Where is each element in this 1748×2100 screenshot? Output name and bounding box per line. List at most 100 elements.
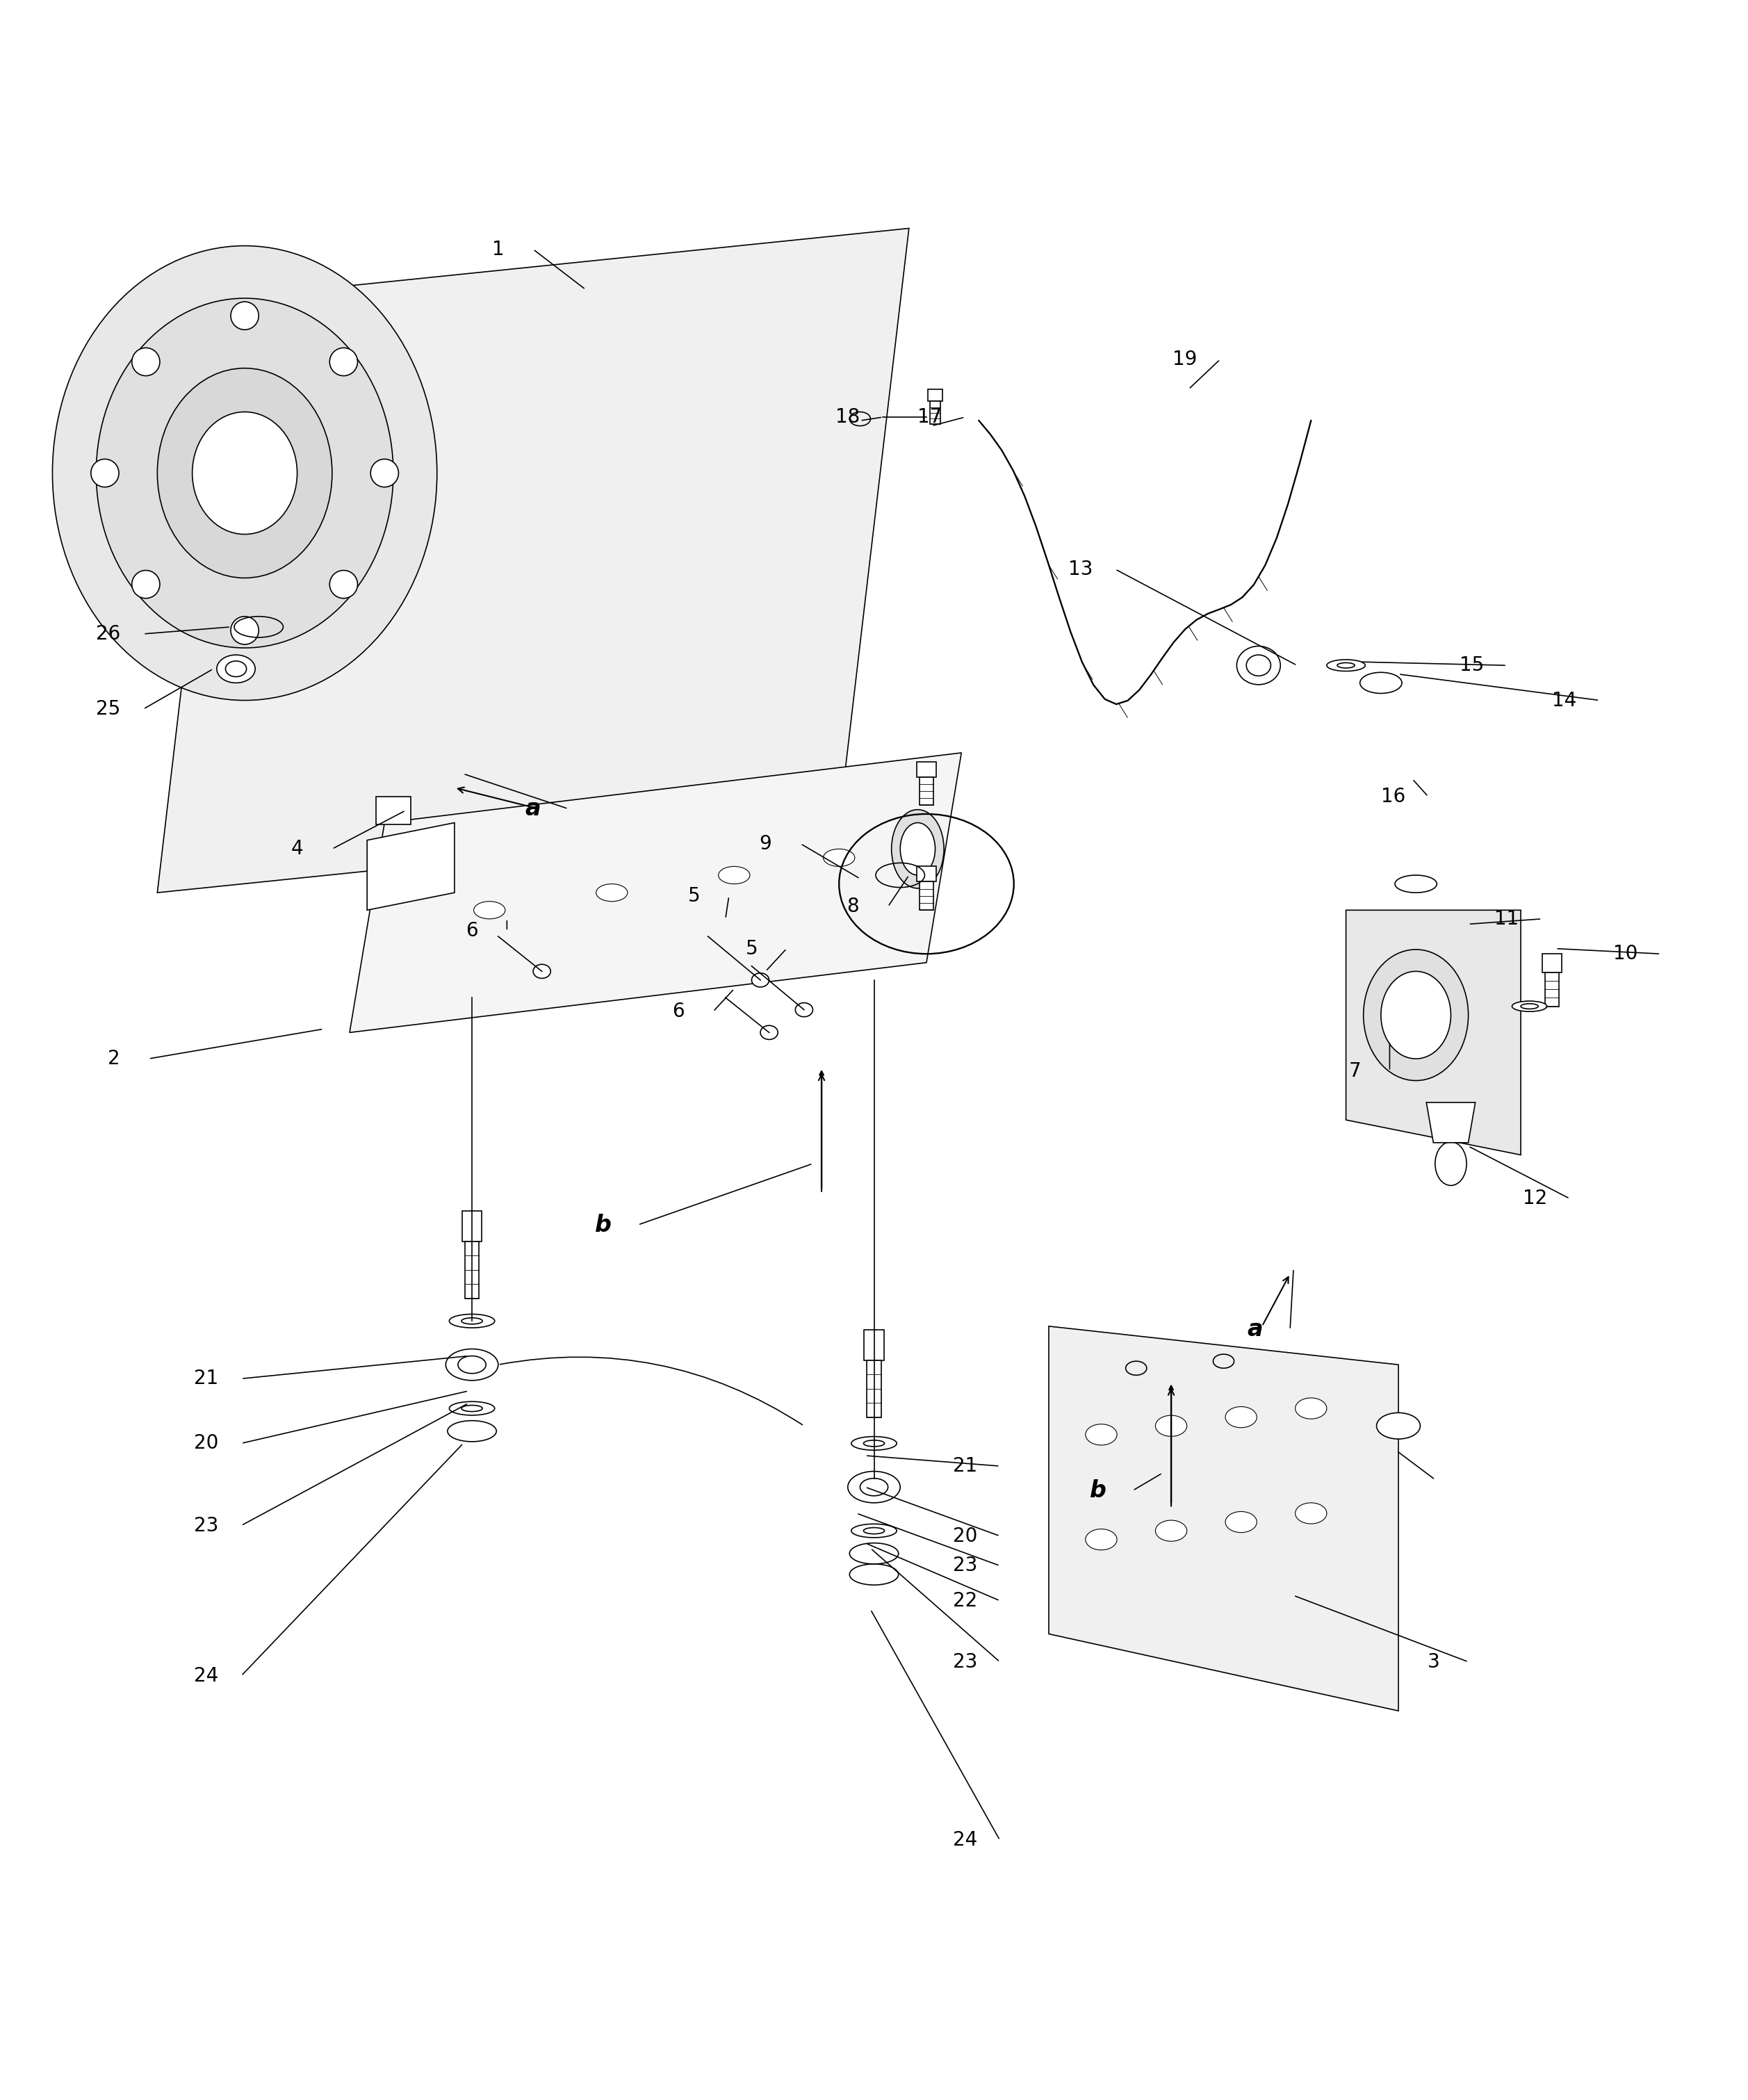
Circle shape	[231, 617, 259, 645]
Text: 19: 19	[1173, 351, 1197, 370]
Text: 13: 13	[1068, 559, 1092, 580]
Text: 9: 9	[759, 834, 773, 853]
Text: b: b	[594, 1214, 612, 1237]
Text: 8: 8	[846, 897, 860, 916]
Ellipse shape	[217, 655, 255, 683]
Circle shape	[330, 349, 358, 376]
Text: 23: 23	[194, 1516, 218, 1535]
Ellipse shape	[449, 1315, 495, 1327]
Polygon shape	[157, 229, 909, 892]
Ellipse shape	[1155, 1415, 1187, 1436]
Circle shape	[231, 302, 259, 330]
Circle shape	[91, 460, 119, 487]
Text: 20: 20	[953, 1527, 977, 1546]
Ellipse shape	[1435, 1142, 1467, 1186]
Text: a: a	[1248, 1319, 1262, 1342]
Ellipse shape	[1086, 1424, 1117, 1445]
Polygon shape	[350, 752, 961, 1033]
Polygon shape	[465, 1241, 479, 1298]
Text: 20: 20	[194, 1434, 218, 1453]
Ellipse shape	[823, 848, 855, 867]
Ellipse shape	[157, 368, 332, 578]
Text: 17: 17	[918, 407, 942, 426]
Ellipse shape	[760, 1025, 778, 1040]
Ellipse shape	[1086, 1529, 1117, 1550]
Text: 7: 7	[1348, 1060, 1362, 1082]
Ellipse shape	[1238, 647, 1280, 685]
Ellipse shape	[1225, 1407, 1257, 1428]
Circle shape	[371, 460, 399, 487]
Text: 21: 21	[953, 1457, 977, 1476]
Polygon shape	[1346, 909, 1521, 1155]
Ellipse shape	[449, 1401, 495, 1415]
Ellipse shape	[1327, 659, 1365, 672]
Ellipse shape	[891, 811, 944, 888]
Text: 22: 22	[953, 1592, 977, 1611]
Ellipse shape	[192, 412, 297, 533]
Circle shape	[131, 349, 159, 376]
Ellipse shape	[1225, 1512, 1257, 1533]
Polygon shape	[376, 796, 411, 825]
Ellipse shape	[1512, 1002, 1547, 1012]
Polygon shape	[867, 1361, 881, 1418]
Text: 1: 1	[491, 239, 505, 258]
Text: 11: 11	[1495, 909, 1519, 928]
Polygon shape	[916, 867, 937, 882]
Text: 24: 24	[194, 1665, 218, 1686]
Text: 24: 24	[953, 1831, 977, 1850]
Ellipse shape	[1363, 949, 1468, 1082]
Polygon shape	[930, 401, 940, 424]
Ellipse shape	[1381, 972, 1451, 1058]
Text: 14: 14	[1552, 691, 1577, 710]
Text: 5: 5	[687, 886, 701, 905]
Text: b: b	[1089, 1478, 1106, 1502]
Polygon shape	[928, 388, 942, 401]
Ellipse shape	[848, 1472, 900, 1504]
Text: 26: 26	[96, 624, 121, 643]
Ellipse shape	[1295, 1399, 1327, 1420]
Polygon shape	[1426, 1103, 1475, 1142]
Ellipse shape	[52, 246, 437, 699]
Circle shape	[330, 571, 358, 598]
Ellipse shape	[1377, 1413, 1419, 1439]
Text: 12: 12	[1523, 1189, 1547, 1208]
Text: 6: 6	[671, 1002, 685, 1021]
Text: 5: 5	[745, 939, 759, 958]
Text: 3: 3	[1426, 1653, 1440, 1672]
Text: 21: 21	[194, 1369, 218, 1388]
Text: 18: 18	[836, 407, 860, 426]
Text: a: a	[526, 798, 540, 821]
Ellipse shape	[96, 298, 393, 649]
Polygon shape	[367, 823, 454, 909]
Polygon shape	[864, 1329, 884, 1361]
Ellipse shape	[900, 823, 935, 876]
Polygon shape	[461, 1212, 482, 1241]
Ellipse shape	[446, 1348, 498, 1380]
Ellipse shape	[752, 972, 769, 987]
Polygon shape	[916, 762, 937, 777]
Polygon shape	[1049, 1327, 1398, 1712]
Text: 23: 23	[953, 1556, 977, 1575]
Text: 10: 10	[1613, 945, 1638, 964]
Ellipse shape	[718, 867, 750, 884]
Text: 15: 15	[1460, 655, 1484, 674]
Ellipse shape	[795, 1004, 813, 1016]
Text: 23: 23	[953, 1653, 977, 1672]
Polygon shape	[1542, 953, 1563, 972]
Polygon shape	[919, 882, 933, 909]
Polygon shape	[919, 777, 933, 804]
Text: 2: 2	[107, 1050, 121, 1069]
Ellipse shape	[851, 1436, 897, 1451]
Text: 6: 6	[465, 922, 479, 941]
Text: 4: 4	[290, 840, 304, 859]
Ellipse shape	[1155, 1520, 1187, 1541]
Ellipse shape	[596, 884, 628, 901]
Ellipse shape	[533, 964, 551, 979]
Text: 25: 25	[96, 699, 121, 718]
Ellipse shape	[851, 1525, 897, 1537]
Ellipse shape	[474, 901, 505, 920]
Polygon shape	[1545, 972, 1559, 1006]
Text: 16: 16	[1381, 788, 1405, 806]
Circle shape	[131, 571, 159, 598]
Ellipse shape	[1295, 1504, 1327, 1525]
